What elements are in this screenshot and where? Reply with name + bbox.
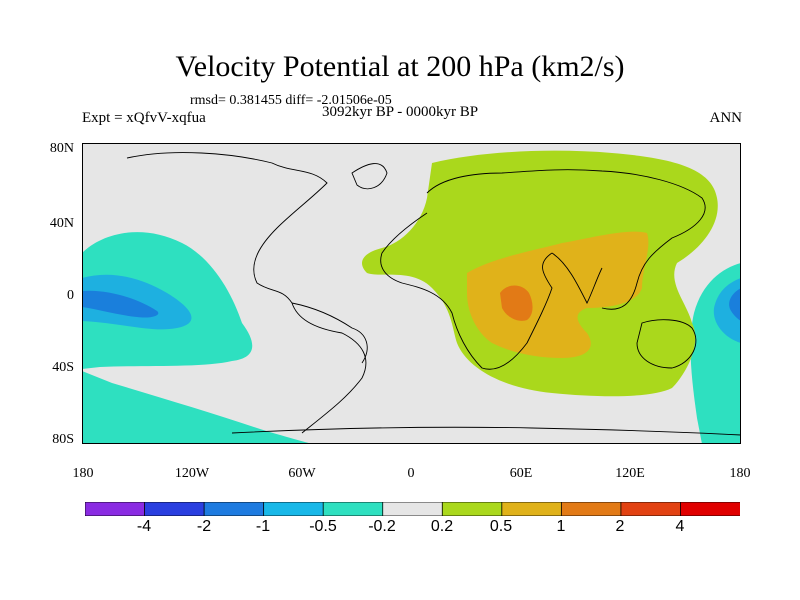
lat-label-0: 0 [67, 288, 74, 303]
colorbar-label: -0.5 [309, 518, 337, 535]
period-label: 3092kyr BP - 0000kyr BP [322, 104, 479, 120]
colorbar-swatch [441, 502, 503, 516]
colorbar-swatch [85, 502, 146, 516]
colorbar-label: 0.5 [489, 518, 513, 535]
map-title: Velocity Potential at 200 hPa (km2/s) [175, 50, 625, 83]
season-label: ANN [709, 110, 743, 126]
lon-label-60e: 60E [509, 466, 533, 481]
negative-anomaly-east-pacific-innermost [82, 290, 159, 318]
lon-label-0: 0 [407, 466, 415, 481]
lat-label-40n: 40N [49, 216, 74, 231]
colorbar-swatch [382, 502, 444, 516]
experiment-label: Expt = xQfvV-xqfua [82, 110, 206, 126]
colorbar-swatch [620, 502, 682, 516]
lon-label-120w: 120W [174, 466, 210, 481]
colorbar-swatch [560, 502, 622, 516]
lat-label-40s: 40S [52, 360, 74, 375]
map-frame [82, 143, 741, 444]
world-map [82, 143, 741, 444]
colorbar-label: -1 [255, 518, 271, 535]
negative-anomaly-west-pacific-innermost [729, 288, 741, 321]
coastlines [126, 152, 741, 436]
colorbar [85, 502, 740, 516]
positive-anomaly-east-africa-core [500, 285, 533, 321]
statistics-text: rmsd= 0.381455 diff= -2.01506e-05 [190, 93, 392, 108]
colorbar-label: -0.2 [368, 518, 396, 535]
colorbar-swatch [501, 502, 563, 516]
colorbar-swatch [322, 502, 384, 516]
colorbar-swatch [203, 502, 265, 516]
colorbar-label: 1 [556, 518, 566, 535]
colorbar-swatch [144, 502, 205, 516]
colorbar-swatch [263, 502, 325, 516]
lat-label-80n: 80N [49, 141, 74, 156]
lon-label-120e: 120E [615, 466, 645, 481]
lon-label-60w: 60W [288, 466, 316, 481]
colorbar-label: -2 [196, 518, 212, 535]
colorbar-label: 0.2 [430, 518, 454, 535]
lat-label-80s: 80S [52, 432, 74, 447]
lon-label-180w: 180 [72, 466, 94, 481]
colorbar-label: 4 [675, 518, 685, 535]
colorbar-label: -4 [136, 518, 152, 535]
colorbar-label: 2 [615, 518, 625, 535]
positive-anomaly-india-africa [467, 231, 649, 358]
lon-label-180e: 180 [729, 466, 751, 481]
colorbar-swatch [680, 502, 740, 516]
